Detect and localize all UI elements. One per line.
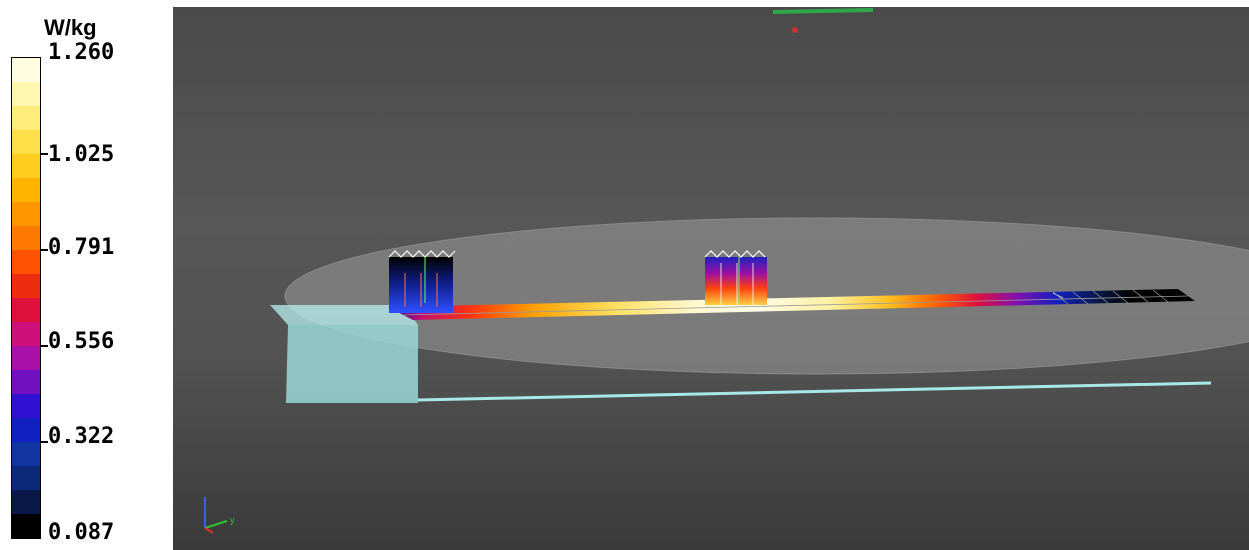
colorbar-cell xyxy=(12,178,40,203)
colorbar-tick xyxy=(40,441,48,443)
colorbar-cell xyxy=(12,250,40,275)
colorbar-cell xyxy=(12,394,40,419)
colorbar-tick xyxy=(40,345,48,347)
3d-viewport[interactable]: y xyxy=(173,7,1249,550)
cyan-rail xyxy=(417,381,1212,402)
colorbar-cell xyxy=(12,154,40,179)
colorbar-cell xyxy=(12,442,40,467)
colorbar-tick xyxy=(40,249,48,251)
legend-unit-label: W/kg xyxy=(44,15,97,40)
strip-grid xyxy=(402,289,1189,316)
colorbar-cell xyxy=(12,274,40,299)
block-top-face xyxy=(270,305,418,325)
scene-canvas[interactable]: y xyxy=(173,7,1249,550)
colorbar-cell xyxy=(12,58,40,83)
colorbar-cell xyxy=(12,322,40,347)
color-legend: W/kg 1.260 1.025 0.791 0.556 0.322 0.087 xyxy=(0,0,172,550)
legend-tick-min: 0.087 xyxy=(48,520,115,545)
colorbar-cell xyxy=(12,466,40,491)
colorbar xyxy=(11,57,48,539)
gizmo-red-marker xyxy=(792,27,798,33)
colorbar-tick xyxy=(40,153,48,155)
legend-tick-5: 0.322 xyxy=(48,424,115,449)
axes-triad-icon: y xyxy=(204,497,235,534)
colorbar-cell xyxy=(12,106,40,131)
sar-strip xyxy=(388,289,1195,320)
fin-group-left xyxy=(388,250,456,313)
legend-tick-2: 1.025 xyxy=(48,142,115,167)
legend-tick-max: 1.260 xyxy=(48,40,115,65)
colorbar-cell xyxy=(12,514,40,539)
block-front-face xyxy=(286,325,418,403)
colorbar-cell xyxy=(12,82,40,107)
legend-tick-3: 0.791 xyxy=(48,235,115,260)
colorbar-cell xyxy=(12,418,40,443)
colorbar-cell xyxy=(12,490,40,515)
colorbar-cell xyxy=(12,226,40,251)
colorbar-cell xyxy=(12,346,40,371)
phantom-disc xyxy=(284,217,1249,375)
colorbar-cell xyxy=(12,130,40,155)
legend-tick-4: 0.556 xyxy=(48,329,115,354)
colorbar-cell xyxy=(12,298,40,323)
fin-group-right xyxy=(704,250,767,305)
colorbar-cell xyxy=(12,370,40,395)
gizmo-green-axis xyxy=(772,8,874,14)
axes-label-y: y xyxy=(230,515,235,525)
colorbar-cell xyxy=(12,202,40,227)
